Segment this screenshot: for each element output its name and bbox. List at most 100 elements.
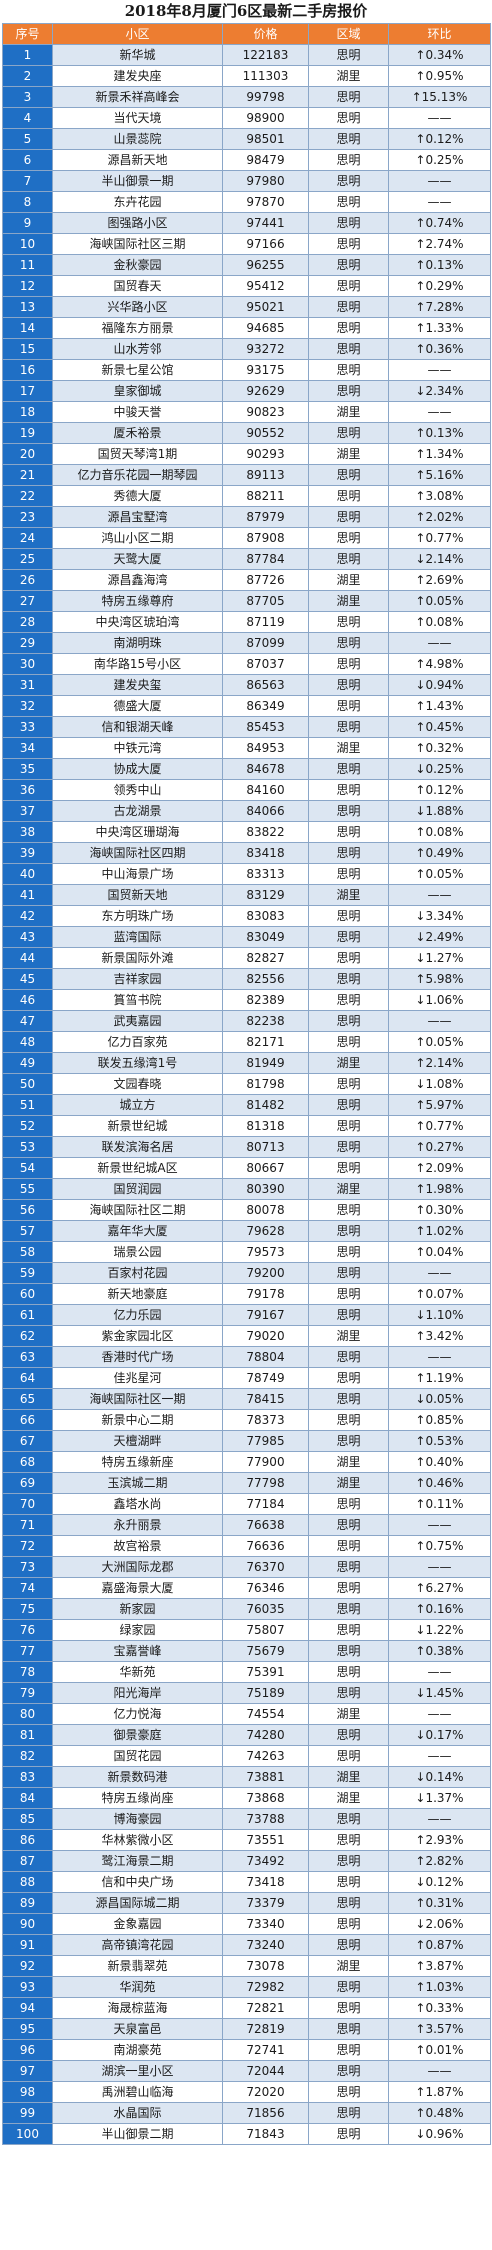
- cell-rank: 31: [2, 674, 53, 696]
- table-row: 8 东卉花园 97870 思明 ——: [2, 191, 491, 213]
- cell-price: 80667: [222, 1157, 309, 1179]
- cell-district: 思明: [308, 296, 389, 318]
- table-row: 97 湖滨一里小区 72044 思明 ——: [2, 2060, 491, 2082]
- cell-district: 思明: [308, 212, 389, 234]
- cell-price: 97166: [222, 233, 309, 255]
- cell-price: 80713: [222, 1136, 309, 1158]
- cell-community: 亿力乐园: [52, 1304, 223, 1326]
- cell-change: ↑2.69%: [388, 569, 491, 591]
- cell-rank: 41: [2, 884, 53, 906]
- cell-district: 湖里: [308, 737, 389, 759]
- cell-community: 文园春晓: [52, 1073, 223, 1095]
- cell-district: 湖里: [308, 1766, 389, 1788]
- price-table: 序号 小区 价格 区域 环比 1 新华城 122183 思明 ↑0.34% 2 建发央座 11…: [2, 23, 491, 2145]
- cell-district: 思明: [308, 1115, 389, 1137]
- cell-community: 新景数码港: [52, 1766, 223, 1788]
- cell-district: 思明: [308, 2081, 389, 2103]
- table-row: 14 福隆东方丽景 94685 思明 ↑1.33%: [2, 317, 491, 339]
- cell-price: 97980: [222, 170, 309, 192]
- cell-rank: 86: [2, 1829, 53, 1851]
- cell-rank: 43: [2, 926, 53, 948]
- cell-change: ↑0.13%: [388, 422, 491, 444]
- cell-change: ↑6.27%: [388, 1577, 491, 1599]
- cell-rank: 4: [2, 107, 53, 129]
- cell-community: 御景豪庭: [52, 1724, 223, 1746]
- cell-rank: 23: [2, 506, 53, 528]
- cell-price: 90293: [222, 443, 309, 465]
- cell-rank: 85: [2, 1808, 53, 1830]
- cell-district: 思明: [308, 2060, 389, 2082]
- table-row: 42 东方明珠广场 83083 思明 ↓3.34%: [2, 905, 491, 927]
- cell-change: ↓1.22%: [388, 1619, 491, 1641]
- cell-community: 厦禾裕景: [52, 422, 223, 444]
- cell-price: 76636: [222, 1535, 309, 1557]
- cell-rank: 92: [2, 1955, 53, 1977]
- cell-district: 思明: [308, 1661, 389, 1683]
- cell-change: ↓0.17%: [388, 1724, 491, 1746]
- cell-price: 89113: [222, 464, 309, 486]
- cell-change: ↑0.48%: [388, 2102, 491, 2124]
- cell-change: ↑0.12%: [388, 779, 491, 801]
- cell-rank: 25: [2, 548, 53, 570]
- cell-price: 75391: [222, 1661, 309, 1683]
- cell-district: 思明: [308, 1514, 389, 1536]
- cell-district: 思明: [308, 2018, 389, 2040]
- cell-price: 98900: [222, 107, 309, 129]
- cell-change: ↑1.43%: [388, 695, 491, 717]
- table-row: 93 华润苑 72982 思明 ↑1.03%: [2, 1976, 491, 1998]
- cell-community: 天檀湖畔: [52, 1430, 223, 1452]
- cell-price: 86349: [222, 695, 309, 717]
- cell-district: 思明: [308, 821, 389, 843]
- cell-price: 90823: [222, 401, 309, 423]
- cell-change: ↓1.27%: [388, 947, 491, 969]
- cell-community: 玉滨城二期: [52, 1472, 223, 1494]
- cell-price: 111303: [222, 65, 309, 87]
- cell-community: 德盛大厦: [52, 695, 223, 717]
- cell-district: 湖里: [308, 1472, 389, 1494]
- table-row: 66 新景中心二期 78373 思明 ↑0.85%: [2, 1409, 491, 1431]
- cell-price: 76638: [222, 1514, 309, 1536]
- cell-community: 海晟棕蓝海: [52, 1997, 223, 2019]
- cell-change: ↑15.13%: [388, 86, 491, 108]
- cell-rank: 51: [2, 1094, 53, 1116]
- cell-community: 山景蕊院: [52, 128, 223, 150]
- cell-district: 思明: [308, 1997, 389, 2019]
- cell-district: 思明: [308, 1745, 389, 1767]
- cell-change: ↑3.57%: [388, 2018, 491, 2040]
- cell-change: ↑0.49%: [388, 842, 491, 864]
- cell-community: 国贸新天地: [52, 884, 223, 906]
- cell-price: 76035: [222, 1598, 309, 1620]
- table-row: 83 新景数码港 73881 湖里 ↓0.14%: [2, 1766, 491, 1788]
- cell-price: 72821: [222, 1997, 309, 2019]
- cell-change: ↑0.31%: [388, 1892, 491, 1914]
- cell-rank: 66: [2, 1409, 53, 1431]
- cell-rank: 84: [2, 1787, 53, 1809]
- page-title: 2018年8月厦门6区最新二手房报价: [0, 0, 492, 23]
- cell-community: 南湖豪苑: [52, 2039, 223, 2061]
- table-row: 41 国贸新天地 83129 湖里 ——: [2, 884, 491, 906]
- table-row: 55 国贸润园 80390 湖里 ↑1.98%: [2, 1178, 491, 1200]
- table-row: 46 篔筜书院 82389 思明 ↓1.06%: [2, 989, 491, 1011]
- cell-community: 半山御景二期: [52, 2123, 223, 2145]
- cell-change: ——: [388, 1262, 491, 1284]
- cell-rank: 12: [2, 275, 53, 297]
- cell-change: ↑0.05%: [388, 1031, 491, 1053]
- cell-rank: 72: [2, 1535, 53, 1557]
- cell-district: 思明: [308, 506, 389, 528]
- cell-rank: 53: [2, 1136, 53, 1158]
- cell-community: 新天地豪庭: [52, 1283, 223, 1305]
- table-row: 54 新景世纪城A区 80667 思明 ↑2.09%: [2, 1157, 491, 1179]
- cell-district: 思明: [308, 1010, 389, 1032]
- table-row: 24 鸿山小区二期 87908 思明 ↑0.77%: [2, 527, 491, 549]
- table-row: 96 南湖豪苑 72741 思明 ↑0.01%: [2, 2039, 491, 2061]
- cell-community: 瑞景公园: [52, 1241, 223, 1263]
- cell-rank: 45: [2, 968, 53, 990]
- cell-price: 87908: [222, 527, 309, 549]
- cell-rank: 37: [2, 800, 53, 822]
- cell-price: 74554: [222, 1703, 309, 1725]
- cell-rank: 82: [2, 1745, 53, 1767]
- cell-community: 阳光海岸: [52, 1682, 223, 1704]
- cell-change: ↑2.93%: [388, 1829, 491, 1851]
- table-row: 63 香港时代广场 78804 思明 ——: [2, 1346, 491, 1368]
